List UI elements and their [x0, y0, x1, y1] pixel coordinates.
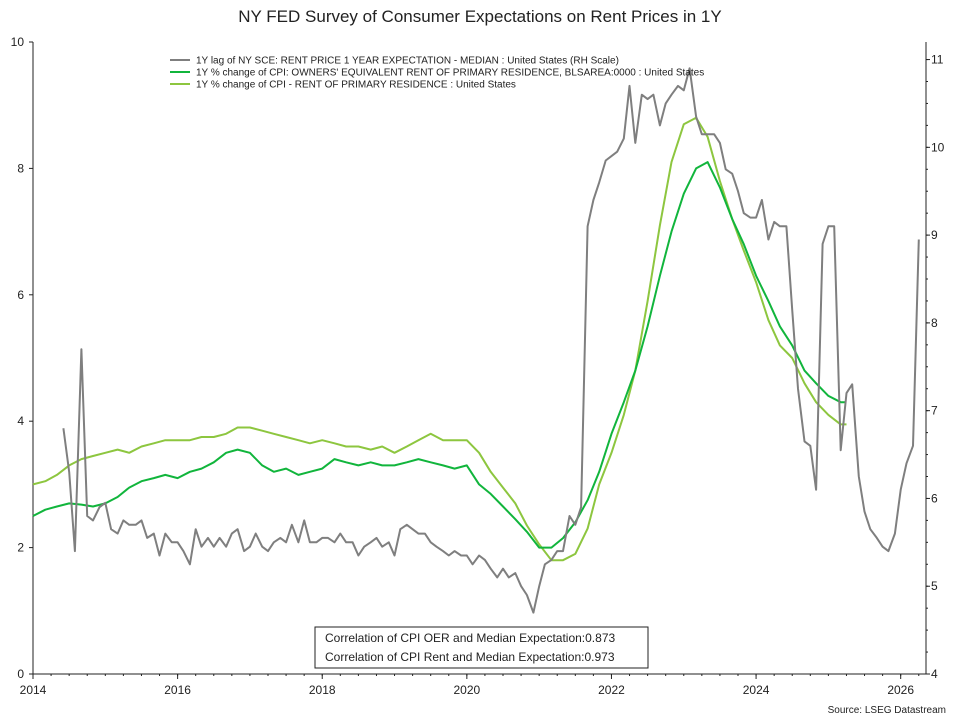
- x-tick-label: 2026: [887, 683, 914, 697]
- correlation-note-box: Correlation of CPI OER and Median Expect…: [314, 626, 649, 669]
- y-left-tick-label: 8: [17, 161, 24, 175]
- series-line-3: [32, 116, 847, 562]
- correlation-note-frame: [314, 626, 649, 669]
- x-tick-label: 2022: [598, 683, 625, 697]
- y-right-tick-label: 11: [931, 53, 944, 67]
- x-tick-label: 2020: [453, 683, 480, 697]
- y-left-tick-label: 10: [11, 35, 25, 49]
- source-text: Source: LSEG Datastream: [828, 705, 946, 716]
- x-tick-label: 2024: [743, 683, 770, 697]
- y-right-tick-label: 10: [931, 140, 945, 154]
- legend: 1Y lag of NY SCE: RENT PRICE 1 YEAR EXPE…: [170, 56, 704, 91]
- y-right-tick-label: 9: [931, 228, 938, 242]
- y-right-tick-label: 4: [931, 667, 938, 681]
- series-line-2: [32, 161, 847, 549]
- chart-title: NY FED Survey of Consumer Expectations o…: [238, 7, 721, 26]
- y-left-tick-label: 0: [17, 667, 24, 681]
- y-left-tick-label: 6: [17, 288, 24, 302]
- y-left-tick-label: 2: [17, 541, 24, 555]
- y-right-tick-label: 8: [931, 316, 938, 330]
- x-tick-label: 2014: [20, 683, 47, 697]
- y-right-tick-label: 6: [931, 491, 938, 505]
- y-left-tick-label: 4: [17, 414, 24, 428]
- legend-label-2: 1Y % change of CPI: OWNERS' EQUIVALENT R…: [196, 68, 704, 79]
- y-right-tick-label: 7: [931, 404, 938, 418]
- series-lines: [32, 67, 920, 614]
- legend-label-1: 1Y lag of NY SCE: RENT PRICE 1 YEAR EXPE…: [196, 56, 619, 67]
- correlation-oer-text: Correlation of CPI OER and Median Expect…: [325, 631, 615, 645]
- x-tick-label: 2016: [164, 683, 191, 697]
- y-right-tick-label: 5: [931, 579, 938, 593]
- legend-label-3: 1Y % change of CPI - RENT OF PRIMARY RES…: [196, 80, 516, 91]
- axes: 0 2 4 6 8 10 4 5 6 7 8 9 10 11 2014 2016 2018 2020 2022 202…: [11, 35, 945, 697]
- x-tick-label: 2018: [309, 683, 336, 697]
- correlation-rent-text: Correlation of CPI Rent and Median Expec…: [325, 650, 615, 664]
- series-line-1: [62, 67, 920, 614]
